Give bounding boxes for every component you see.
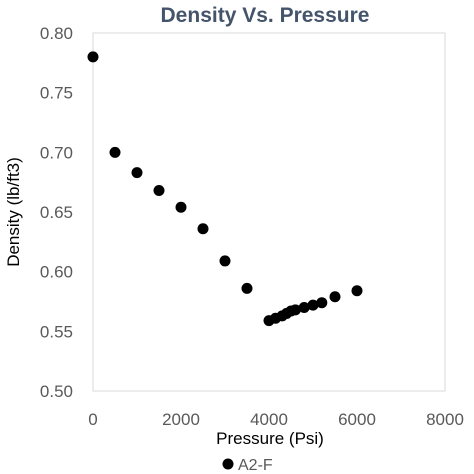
data-point	[351, 285, 363, 297]
data-point	[175, 201, 187, 213]
x-tick-label: 4000	[250, 410, 288, 429]
data-point	[329, 291, 341, 303]
data-point	[153, 185, 165, 197]
y-tick-label: 0.50	[40, 382, 73, 401]
data-point	[219, 255, 231, 267]
y-tick-label: 0.80	[40, 24, 73, 43]
y-axis-ticks: 0.50 0.55 0.60 0.65 0.70 0.75 0.80	[40, 24, 73, 401]
data-point	[109, 146, 121, 158]
y-tick-label: 0.75	[40, 84, 73, 103]
chart-title: Density Vs. Pressure	[161, 4, 370, 27]
data-point	[241, 282, 253, 294]
y-tick-label: 0.55	[40, 322, 73, 341]
data-point	[131, 167, 143, 179]
legend: A2-F	[222, 457, 273, 474]
y-tick-label: 0.60	[40, 263, 73, 282]
series-a2-f-points	[87, 51, 363, 327]
x-tick-label: 8000	[426, 410, 464, 429]
data-point	[316, 297, 328, 309]
x-axis-label: Pressure (Psi)	[216, 429, 324, 448]
data-point	[197, 223, 209, 235]
data-point	[298, 301, 310, 313]
x-tick-label: 0	[88, 410, 97, 429]
y-axis-label: Density (lb/ft3)	[4, 157, 23, 267]
legend-label-a2-f: A2-F	[238, 457, 273, 474]
data-point	[289, 304, 301, 316]
data-point	[307, 299, 319, 311]
legend-marker-a2-f	[222, 458, 234, 470]
x-tick-label: 6000	[338, 410, 376, 429]
plot-area-frame	[92, 32, 446, 392]
y-tick-label: 0.65	[40, 203, 73, 222]
data-point	[87, 51, 99, 63]
y-tick-label: 0.70	[40, 143, 73, 162]
x-tick-label: 2000	[162, 410, 200, 429]
x-axis-ticks: 0 2000 4000 6000 8000	[88, 410, 464, 429]
